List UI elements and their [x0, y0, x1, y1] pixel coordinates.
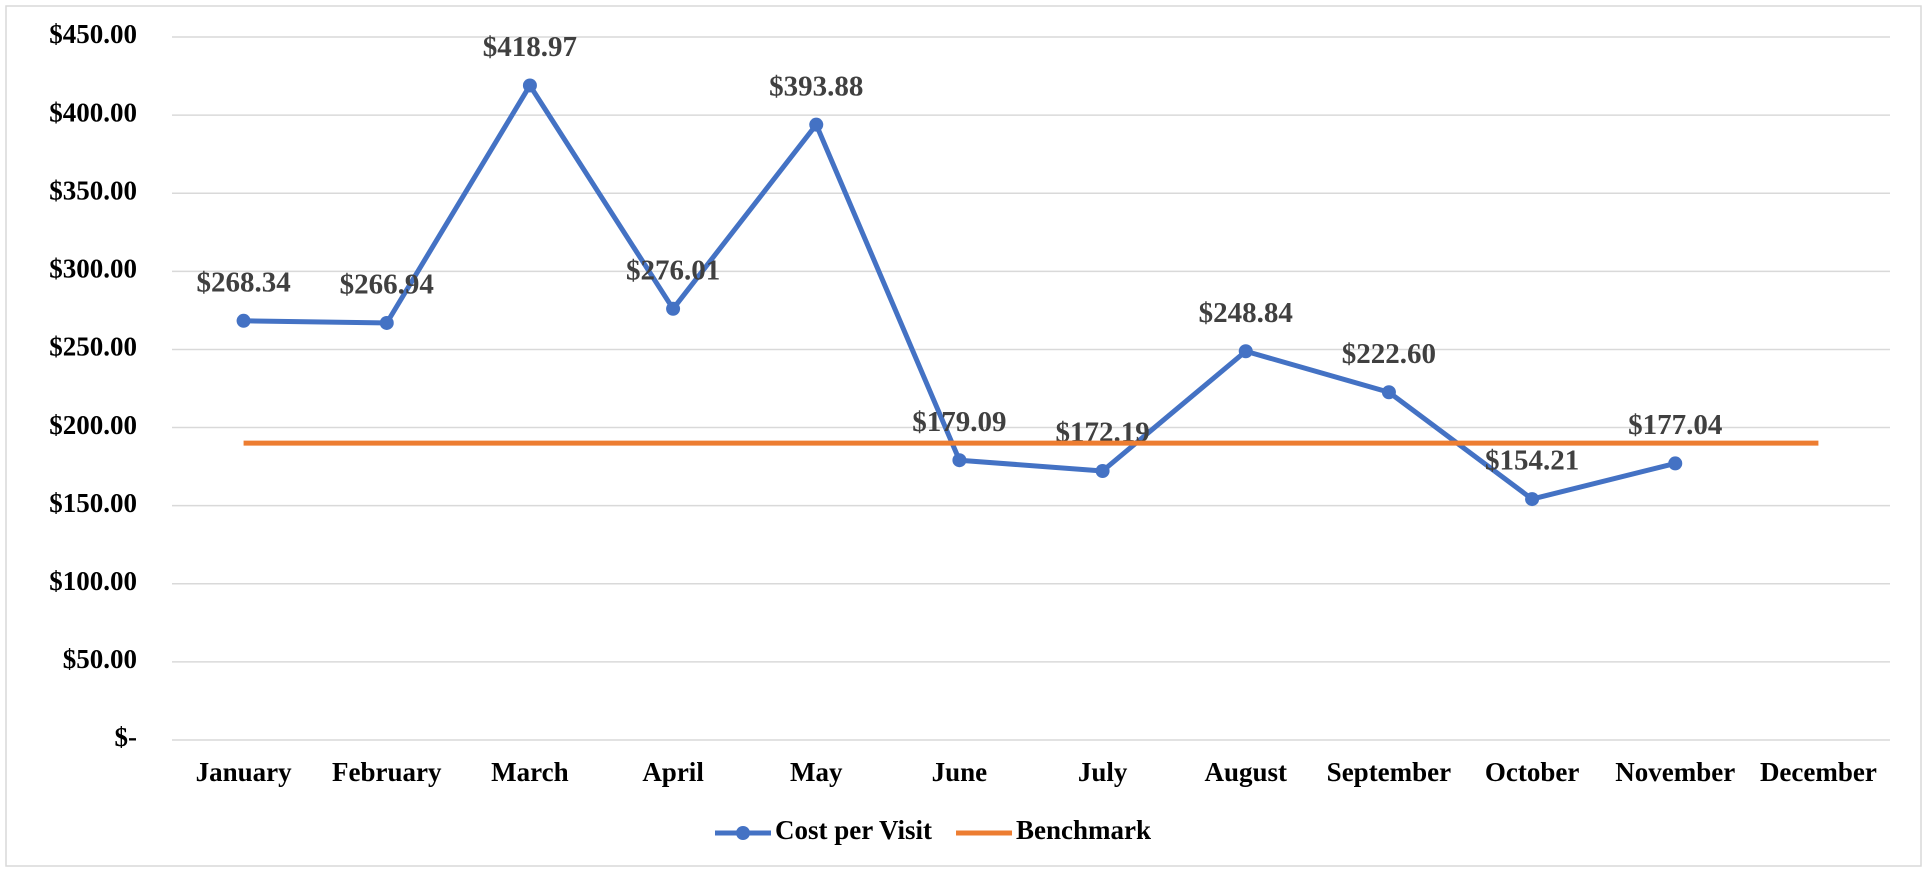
- y-tick-label: $150.00: [49, 488, 137, 518]
- point: [666, 301, 681, 316]
- x-tick-label: December: [1760, 757, 1877, 787]
- point: [809, 117, 824, 132]
- value-label: $268.34: [196, 266, 290, 298]
- point: [1095, 464, 1110, 479]
- value-label: $177.04: [1628, 409, 1722, 441]
- point: [236, 313, 251, 328]
- value-label: $418.97: [483, 31, 577, 63]
- x-tick-label: June: [932, 757, 988, 787]
- x-tick-label: March: [491, 757, 568, 787]
- y-tick-label: $300.00: [49, 254, 137, 284]
- y-tick-label: $100.00: [49, 566, 137, 596]
- point: [1381, 385, 1396, 400]
- value-label: $179.09: [912, 406, 1006, 438]
- x-tick-label: April: [642, 757, 704, 787]
- y-tick-label: $-: [115, 722, 138, 752]
- x-tick-label: January: [196, 757, 293, 787]
- y-tick-label: $200.00: [49, 410, 137, 440]
- y-tick-label: $250.00: [49, 332, 137, 362]
- x-tick-label: September: [1327, 757, 1451, 787]
- chart-border: [5, 5, 1922, 867]
- y-tick-label: $450.00: [49, 19, 137, 49]
- y-tick-label: $400.00: [49, 97, 137, 127]
- legend-marker: [736, 826, 750, 840]
- value-label: $222.60: [1342, 338, 1436, 370]
- value-label: $248.84: [1199, 297, 1293, 329]
- x-tick-label: November: [1615, 757, 1735, 787]
- y-tick-label: $50.00: [63, 644, 137, 674]
- x-tick-label: May: [790, 757, 843, 787]
- legend-label: Benchmark: [1016, 815, 1151, 845]
- point: [952, 453, 967, 468]
- value-label: $154.21: [1485, 445, 1579, 477]
- point: [1525, 492, 1540, 507]
- point: [1238, 344, 1253, 359]
- x-tick-label: October: [1485, 757, 1579, 787]
- legend-label: Cost per Visit: [775, 815, 932, 845]
- point: [522, 78, 537, 93]
- point: [379, 315, 394, 330]
- x-tick-label: February: [332, 757, 442, 787]
- value-label: $393.88: [769, 70, 863, 102]
- point: [1668, 456, 1683, 471]
- value-label: $276.01: [626, 254, 720, 286]
- y-tick-label: $350.00: [49, 175, 137, 205]
- x-tick-label: August: [1204, 757, 1287, 787]
- value-label: $266.94: [340, 269, 434, 301]
- x-tick-label: July: [1078, 757, 1128, 787]
